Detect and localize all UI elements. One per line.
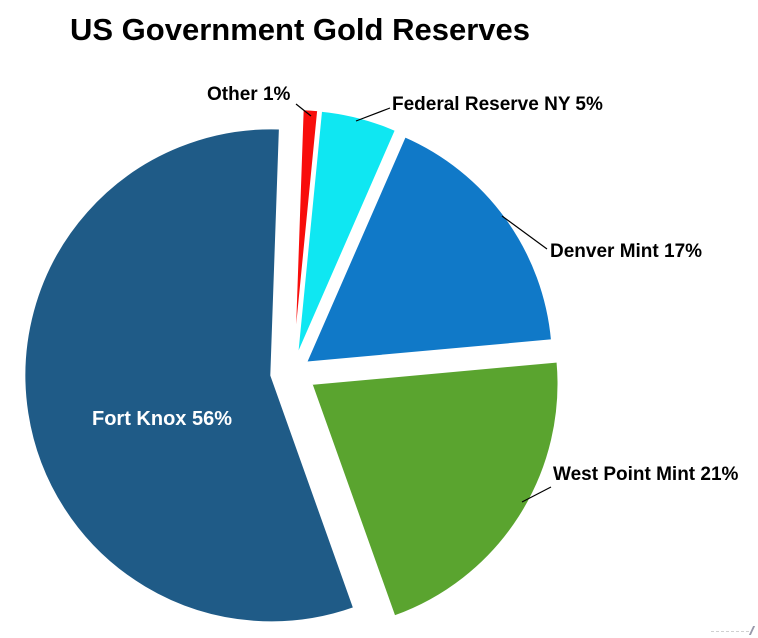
corner-watermark [705, 626, 756, 636]
slice-label-west-point-mint: West Point Mint 21% [553, 464, 739, 485]
slice-label-other: Other 1% [207, 84, 291, 105]
pie-slice-federal-reserve-ny [296, 109, 397, 358]
slice-label-denver-mint: Denver Mint 17% [550, 241, 703, 262]
watermark-dashes [711, 631, 749, 632]
slice-label-fort-knox: Fort Knox 56% [92, 408, 233, 430]
watermark-tick [748, 626, 756, 635]
pie-slice-west-point-mint [310, 360, 560, 618]
pie-slice-denver-mint [305, 135, 553, 364]
leader-line-0 [295, 103, 312, 117]
leader-line-3 [521, 486, 552, 503]
slice-label-federal-reserve-ny: Federal Reserve NY 5% [392, 94, 603, 115]
pie-slice-fort-knox [23, 127, 356, 624]
chart-title: US Government Gold Reserves [70, 12, 530, 47]
leader-line-2 [501, 215, 548, 250]
leader-line-1 [355, 107, 391, 122]
